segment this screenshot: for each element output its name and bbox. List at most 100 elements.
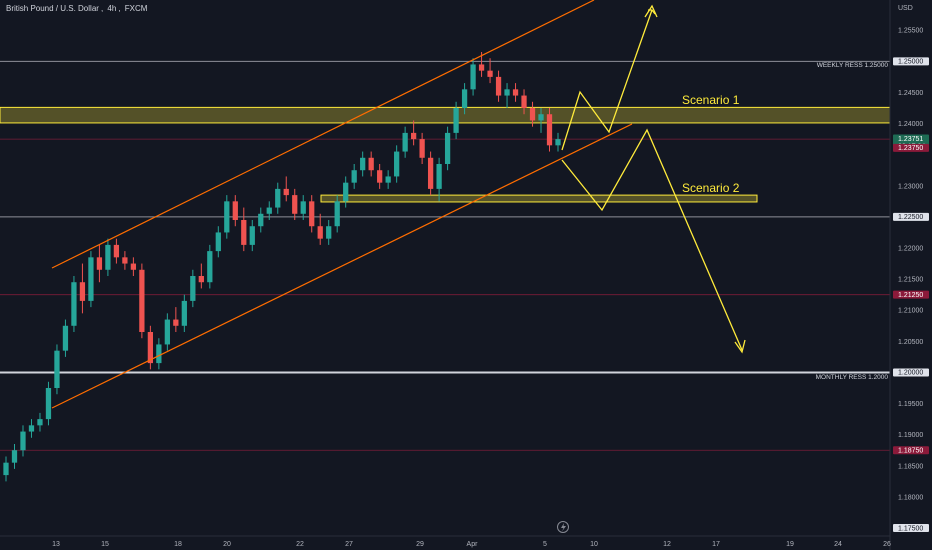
candle-body	[283, 188, 289, 196]
price-tick-label: 1.19500	[898, 401, 923, 408]
candle-body	[309, 201, 315, 227]
tradingview-bolt-icon[interactable]	[557, 521, 569, 533]
price-label-box	[893, 290, 929, 299]
zone-2[interactable]	[320, 194, 758, 203]
zones-layer	[0, 106, 891, 203]
candle-body	[368, 157, 374, 171]
price-label: 1.23751	[898, 136, 923, 143]
candle-body	[504, 89, 510, 96]
candle-body	[164, 319, 170, 345]
scenario-2-path[interactable]	[561, 128, 743, 351]
candle-body	[292, 195, 298, 214]
candle-body	[427, 157, 434, 189]
monthly-ress-label: MONTHLY RESS 1.2000	[816, 374, 889, 381]
candle-body	[190, 276, 196, 301]
candle-body	[410, 132, 417, 140]
price-tick-label: 1.25500	[898, 28, 923, 35]
candle-body	[266, 207, 272, 214]
candle-body	[275, 188, 281, 208]
candle-body	[79, 282, 86, 301]
scenario-2-arrow-tip	[734, 339, 746, 354]
horizontal-levels	[0, 60, 890, 451]
candle-body	[402, 132, 408, 152]
price-label-box	[893, 143, 929, 152]
candle-body	[71, 282, 77, 326]
candle-body	[300, 201, 306, 214]
interval-label: 4h	[107, 4, 117, 13]
candle-body	[147, 332, 154, 364]
scenario-2-label: Scenario 2	[682, 181, 740, 195]
time-tick-label: 26	[883, 541, 891, 548]
candle-body	[317, 226, 323, 239]
price-tick-label: 1.23000	[898, 183, 923, 190]
candle-body	[377, 170, 383, 183]
title-separator: ,	[118, 4, 123, 13]
price-label: 1.23750	[898, 145, 923, 152]
candle-body	[207, 251, 213, 283]
candle-body	[62, 325, 69, 351]
candle-body	[139, 269, 145, 332]
candle-body	[241, 220, 247, 245]
price-tick-label: 1.24000	[898, 121, 923, 128]
channel-upper-line[interactable]	[51, 0, 595, 269]
candle-body	[198, 276, 204, 283]
candle-body	[512, 89, 519, 96]
candle-body	[54, 350, 60, 388]
candle-body	[394, 151, 400, 177]
candle-body	[538, 114, 544, 121]
price-tick-label: 1.18000	[898, 494, 923, 501]
chart-annotations: Scenario 1 Scenario 2 WEEKLY RESS 1.2500…	[682, 62, 888, 381]
candle-body	[11, 450, 18, 463]
price-label: 1.18750	[898, 448, 923, 455]
channel-lower-line[interactable]	[51, 123, 633, 409]
weekly-ress-label: WEEKLY RESS 1.25000	[817, 62, 889, 69]
candle-body	[419, 139, 425, 158]
time-tick-label: 22	[296, 541, 304, 548]
scenario-paths[interactable]	[561, 4, 746, 354]
price-label-box	[893, 212, 929, 221]
time-tick-label: 17	[712, 541, 720, 548]
candle-body	[521, 95, 527, 108]
price-label: 1.21250	[898, 292, 923, 299]
zone-1[interactable]	[0, 106, 891, 124]
time-tick-label: 5	[543, 541, 547, 548]
candle-body	[224, 201, 230, 233]
price-tick-label: 1.21500	[898, 277, 923, 284]
candles-layer	[3, 52, 561, 482]
price-axis[interactable]: USD 1.25500 1.24500 1.24000 1.23000 1.22000 1…	[889, 0, 929, 550]
exchange-label: FXCM	[124, 4, 148, 13]
price-label-box	[893, 368, 929, 377]
candle-body	[487, 70, 493, 77]
price-label-box	[893, 524, 929, 532]
price-tick-label: 1.22000	[898, 246, 923, 253]
scenario-1-path[interactable]	[561, 9, 653, 151]
time-tick-label: 12	[663, 541, 671, 548]
candle-body	[105, 244, 111, 270]
price-label: 1.20000	[898, 370, 923, 377]
candle-body	[351, 170, 357, 183]
candle-body	[156, 344, 162, 364]
candle-body	[334, 201, 340, 227]
price-label-box	[893, 446, 929, 455]
candle-body	[88, 257, 94, 301]
candle-body	[529, 108, 536, 121]
time-tick-label: 27	[345, 541, 353, 548]
price-tick-label: 1.20500	[898, 339, 923, 346]
candle-body	[453, 108, 459, 133]
candle-body	[436, 164, 442, 189]
candle-body	[28, 425, 35, 432]
time-tick-label: Apr	[467, 541, 479, 548]
time-tick-label: 15	[101, 541, 109, 548]
candle-body	[20, 431, 26, 451]
candle-body	[122, 257, 128, 264]
candle-body	[37, 419, 43, 426]
candle-body	[461, 89, 468, 108]
candle-body	[232, 201, 238, 220]
candle-body	[96, 257, 103, 270]
time-axis[interactable]: 13 15 18 20 22 27 29 Apr 5 10 12 17 19 24 26	[0, 535, 891, 548]
candle-body	[258, 213, 264, 227]
time-tick-label: 20	[223, 541, 231, 548]
trend-channel[interactable]	[51, 0, 633, 409]
